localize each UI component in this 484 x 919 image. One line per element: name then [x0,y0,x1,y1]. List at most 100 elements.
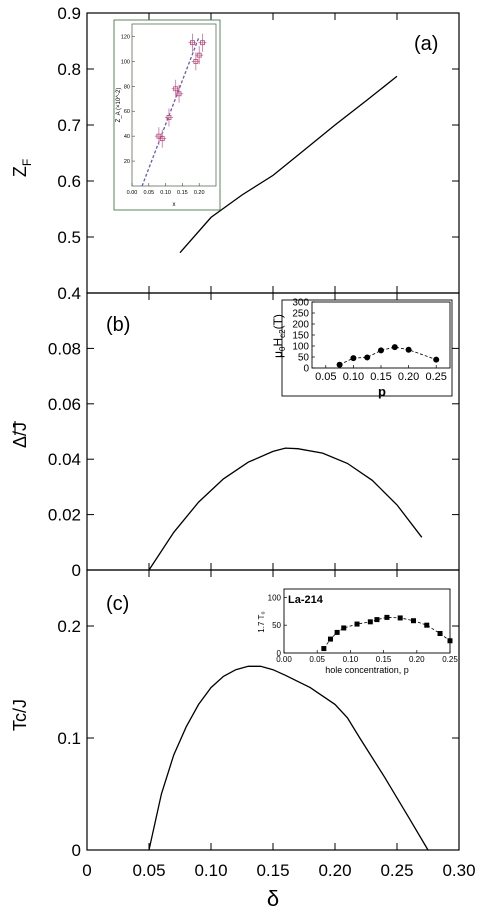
inset-c-point [374,617,380,623]
panel-a-ytick-label: 0.6 [57,172,81,191]
inset-b-point [364,354,371,361]
x-tick-label: 0 [82,861,91,880]
panel-a-ticks: 0.4 0.5 0.6 0.7 0.8 0.9 [57,4,460,303]
inset-a-ytick-label: 120 [121,34,130,40]
inset-c: 0 50 100 0.00 0.05 0.10 0.15 0.20 0.25 La-214 1.… [257,588,459,675]
panel-b-label: (b) [106,314,130,336]
inset-c-point [341,625,347,631]
panel-a-curve [179,75,398,254]
panel-a-ytick-label: 0.5 [57,228,81,247]
inset-c-title: La-214 [288,594,324,606]
inset-c-point [327,636,333,642]
inset-c-point [384,614,390,620]
inset-c-xlabel: hole concentration, p [325,665,409,675]
panel-a-label: (a) [414,33,438,55]
inset-b-point [405,346,412,353]
x-tick-label: 0.15 [256,861,289,880]
inset-b-ytick-label: 300 [292,298,309,309]
panel-b-ytick-label: 0.06 [48,395,81,414]
inset-b-xlabel: p [378,384,386,399]
inset-c-point [334,629,340,635]
inset-a-xtick-label: 0.05 [143,190,154,196]
inset-b-ytick-label: 100 [292,342,309,353]
inset-c-point [367,619,373,625]
panel-b-ytick-label: 0.02 [48,506,81,525]
inset-a-point [166,115,172,120]
inset-a-point [196,52,202,58]
inset-b-ytick-label: 200 [292,320,309,331]
inset-a-ylabel: Z_A (×10^-2) [116,88,122,123]
inset-a-xlabel: x [173,202,176,208]
panel-b-ytick-label: 0.04 [48,450,81,469]
inset-b-point [433,356,440,363]
inset-c-point [437,631,443,637]
inset-b-ytick-label: 0 [303,364,309,375]
inset-a-ytick-label: 20 [124,159,130,165]
panel-b-ytick-label: 0 [72,561,81,580]
inset-b-ytick-label: 50 [298,353,310,364]
inset-a-point [156,133,162,139]
inset-c-point [354,621,360,627]
inset-b-ylabel: μ0Hc2(T) [271,314,287,358]
inset-a-ytick-label: 60 [124,109,130,115]
inset-b-xtick-label: 0.20 [398,371,419,383]
inset-c-point [424,622,430,628]
inset-a-point [200,40,205,46]
inset-c-xtick-label: 0.10 [343,655,359,664]
x-tick-label: 0.05 [132,861,165,880]
inset-b-point [378,347,384,354]
inset-a-point [190,40,195,46]
inset-c-ytick-label: 100 [268,593,282,602]
panel-a-ytick-label: 0.9 [57,4,81,23]
inset-b-point [336,361,343,368]
inset-c-point [447,638,453,644]
inset-b-point [350,355,357,362]
x-tick-label: 0.20 [318,861,351,880]
inset-a-ytick-label: 40 [124,134,130,140]
panel-a-ylabel: ZF [10,159,34,177]
inset-c-point [321,646,327,652]
inset-c-point [397,615,403,621]
panel-c-ticks: 00.10.20 0.05 0.10 0.15 0.20 0.25 0.30 [57,570,476,880]
x-tick-label: 0.30 [442,861,475,880]
inset-c-xtick-label: 0.25 [442,655,458,664]
panel-b-ticks: 0 0.02 0.04 0.06 0.08 [48,293,460,580]
inset-a-xtick-label: 0.10 [160,190,171,196]
panel-a-ytick-label: 0.8 [57,60,81,79]
inset-c-xtick-label: 0.15 [376,655,392,664]
inset-c-xtick-label: 0.05 [309,655,325,664]
panel-b-ytick-label: 0.08 [48,339,81,358]
inset-b-ytick-label: 150 [292,331,309,342]
inset-c-xtick-label: 0.00 [276,655,292,664]
inset-b-xtick-label: 0.05 [315,371,336,383]
inset-a-point [159,136,165,142]
inset-b-plot-area [311,301,451,369]
inset-c-ytick-label: 0 [277,649,282,658]
panel-b-curve [148,447,423,571]
inset-a-ytick-label: 80 [124,84,130,90]
inset-b-point [391,344,398,351]
inset-a-ytick-label: 100 [121,59,130,65]
panel-a-ytick-label: 0.4 [57,284,81,303]
inset-a-plot-area [131,23,217,187]
inset-c-plot-area [283,588,451,654]
inset-c-ylabel: 1.7 T₀ [257,611,266,632]
inset-a-fit-line [141,36,200,187]
inset-c-content: 0 50 100 0.00 0.05 0.10 0.15 0.20 0.25 [268,593,459,664]
inset-c-point [410,618,416,624]
inset-a-point [193,58,199,64]
inset-a-xtick-label: 0.00 [127,190,138,196]
panel-c-ytick-label: 0.2 [57,617,81,636]
panel-c-curve [148,665,429,851]
inset-a-point [173,86,179,92]
inset-b-xtick-label: 0.25 [425,371,446,383]
inset-c-ytick-label: 50 [272,621,281,630]
inset-a-content: 20 40 60 80 100 120 0.00 0.05 0.10 0.15 0.20 [121,33,207,196]
inset-a: 20 40 60 80 100 120 0.00 0.05 0.10 0.15 0.20 Z_A (… [113,19,221,211]
panel-c-ytick-label: 0.1 [57,729,81,748]
inset-b-ytick-label: 250 [292,309,309,320]
panel-c-label: (c) [106,593,129,615]
x-tick-label: 0.10 [194,861,227,880]
